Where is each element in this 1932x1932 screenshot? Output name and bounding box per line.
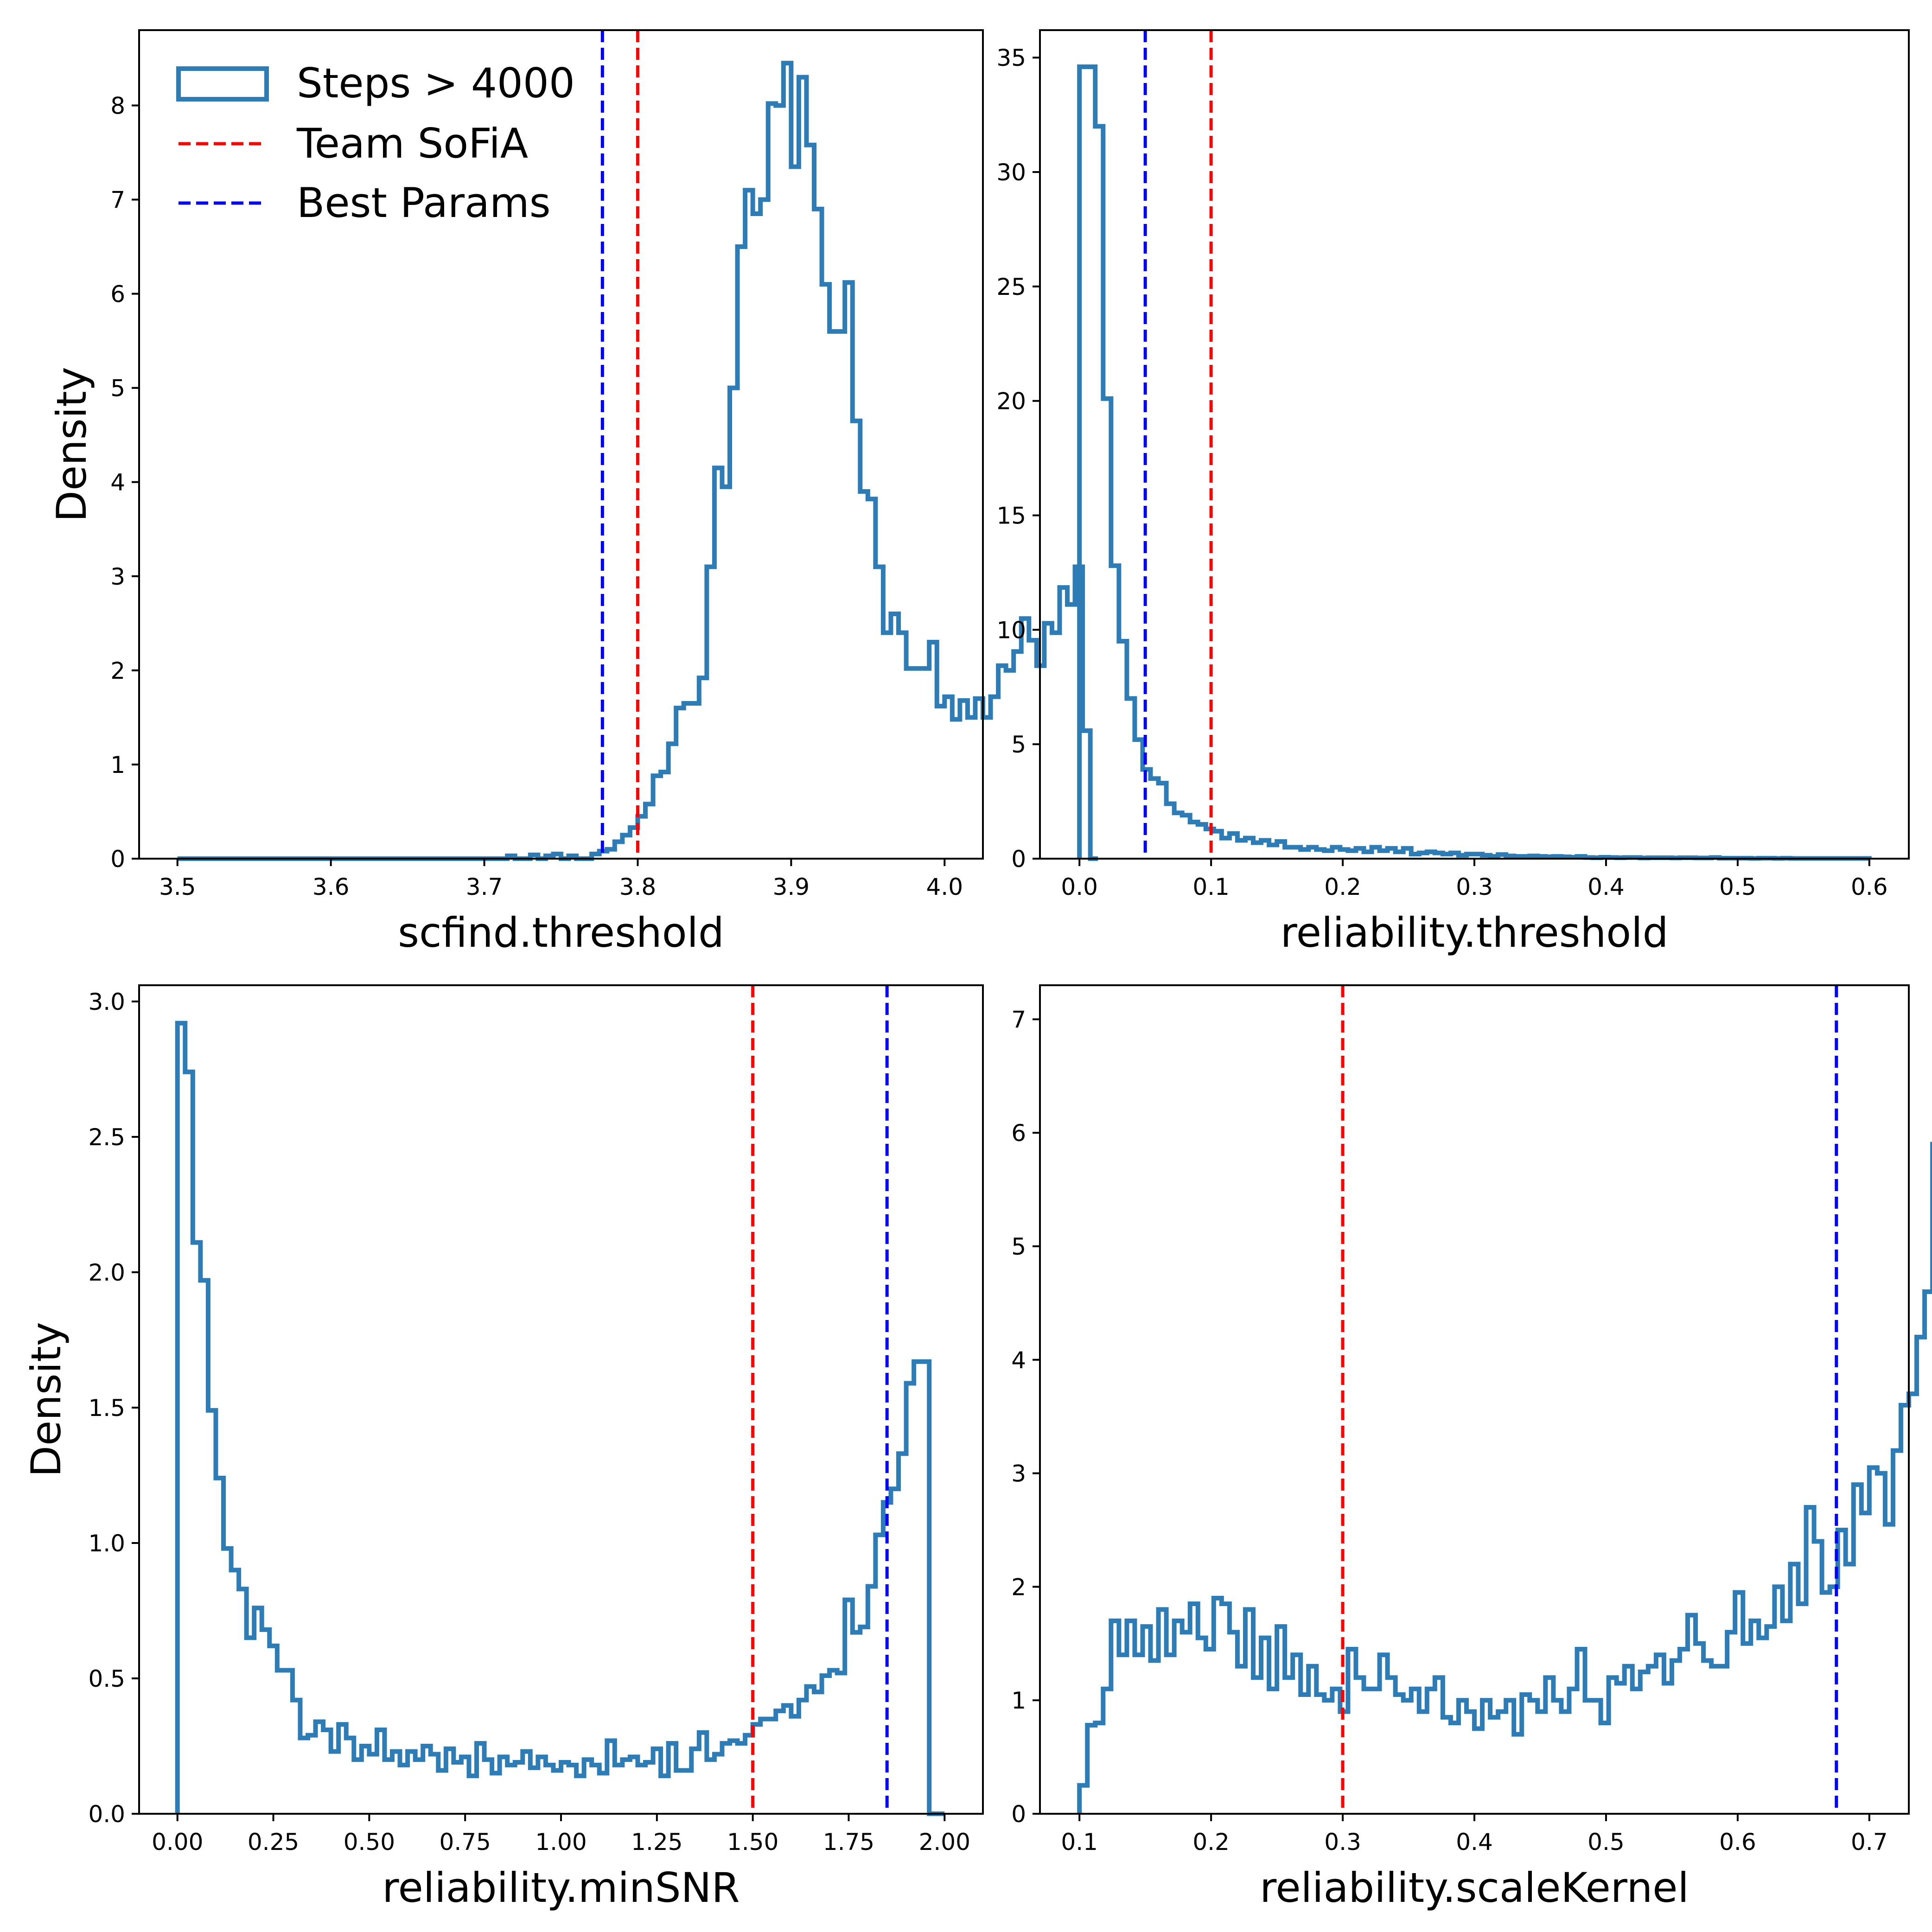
legend-swatch-histogram [176, 66, 269, 102]
x-tick-label: 0.00 [152, 1829, 203, 1855]
y-axis-label: Density [48, 367, 96, 522]
x-tick-label: 3.5 [159, 874, 196, 900]
x-tick-label: 3.7 [466, 874, 503, 900]
panel-reliability-minsnr: 0.00 0.25 0.50 0.75 1.00 1.25 1.50 1.75 2.00 0.0… [22, 984, 984, 1912]
histogram-plot-area [175, 985, 945, 1816]
y-tick-label: 3 [110, 563, 125, 590]
x-tick-label: 0.75 [440, 1829, 491, 1855]
axes-frame [1039, 984, 1910, 1815]
x-tick-label: 0.5 [1588, 1829, 1625, 1855]
y-tick-label: 30 [996, 159, 1026, 186]
y-tick-label: 10 [996, 617, 1026, 644]
x-tick-label: 0.3 [1324, 1829, 1361, 1855]
y-tick-label: 5 [1011, 731, 1026, 758]
y-tick-label: 2 [1011, 1574, 1026, 1600]
y-tick-label: 7 [110, 187, 125, 214]
y-tick-label: 3 [1011, 1460, 1026, 1487]
x-tick-label: 3.8 [619, 874, 657, 900]
y-tick-label: 15 [996, 503, 1026, 529]
y-tick-label: 0.0 [88, 1801, 125, 1828]
y-tick-label: 5 [110, 375, 125, 402]
x-tick-label: 0.25 [248, 1829, 299, 1855]
x-tick-label: 0.7 [1851, 1829, 1888, 1855]
legend-label-steps: Steps > 4000 [297, 59, 575, 107]
panel-reliability-scalekernel: 0.1 0.2 0.3 0.4 0.5 0.6 0.7 0 1 2 3 4 5 6 7 reliabili… [1011, 984, 1932, 1912]
y-tick-label: 2 [110, 657, 125, 684]
x-tick-label: 0.4 [1456, 1829, 1493, 1855]
legend: Steps > 4000 Team SoFiA Best Params [176, 59, 575, 227]
x-tick-label: 3.9 [773, 874, 810, 900]
x-tick-label: 0.50 [344, 1829, 395, 1855]
y-axis-label: Density [22, 1322, 70, 1477]
axes-frame [138, 984, 984, 1815]
x-axis-label: reliability.threshold [1281, 909, 1669, 956]
x-axis: 0.1 0.2 0.3 0.4 0.5 0.6 0.7 [1061, 1814, 1888, 1855]
x-tick-label: 3.6 [312, 874, 350, 900]
y-tick-label: 8 [110, 92, 125, 119]
x-tick-label: 0.1 [1061, 1829, 1098, 1855]
x-axis-label: reliability.minSNR [382, 1864, 740, 1912]
y-tick-label: 1.5 [88, 1395, 125, 1422]
y-tick-label: 20 [996, 388, 1026, 415]
y-tick-label: 7 [1011, 1006, 1026, 1033]
legend-label-best-params: Best Params [297, 179, 551, 227]
y-tick-label: 1.0 [88, 1530, 125, 1557]
y-tick-label: 5 [1011, 1233, 1026, 1260]
y-tick-label: 25 [996, 274, 1026, 300]
x-tick-label: 0.6 [1851, 874, 1888, 900]
x-axis-label: scfind.threshold [398, 909, 724, 956]
x-tick-label: 4.0 [926, 874, 963, 900]
x-tick-label: 2.00 [919, 1829, 970, 1855]
panel-reliability-threshold: 0.0 0.1 0.2 0.3 0.4 0.5 0.6 0 5 10 15 20 25 30 35 rel… [996, 29, 1910, 956]
x-tick-label: 0.0 [1061, 874, 1098, 900]
y-tick-label: 1 [110, 752, 125, 778]
x-tick-label: 1.50 [727, 1829, 778, 1855]
y-tick-label: 35 [996, 45, 1026, 71]
y-tick-label: 0.5 [88, 1665, 125, 1692]
x-tick-label: 0.6 [1719, 1829, 1756, 1855]
y-tick-label: 2.0 [88, 1259, 125, 1286]
legend-label-team-sofia: Team SoFiA [296, 120, 528, 167]
x-tick-label: 0.4 [1588, 874, 1625, 900]
y-tick-label: 0 [1011, 846, 1026, 873]
x-tick-label: 1.00 [535, 1829, 587, 1855]
x-tick-label: 0.3 [1456, 874, 1493, 900]
x-tick-label: 1.25 [631, 1829, 682, 1855]
y-tick-label: 3.0 [88, 988, 125, 1015]
y-tick-label: 6 [1011, 1120, 1026, 1147]
y-tick-label: 2.5 [88, 1124, 125, 1151]
x-axis: 0.00 0.25 0.50 0.75 1.00 1.25 1.50 1.75 2.00 [152, 1814, 970, 1855]
y-tick-label: 0 [1011, 1801, 1026, 1828]
histogram-step-line [1077, 1141, 1932, 1814]
y-axis: 0 1 2 3 4 5 6 7 8 [110, 92, 139, 873]
y-tick-label: 4 [1011, 1347, 1026, 1374]
x-axis-label: reliability.scaleKernel [1260, 1864, 1689, 1912]
histogram-step-line [175, 1020, 945, 1816]
y-tick-label: 0 [110, 846, 125, 873]
y-tick-label: 1 [1011, 1687, 1026, 1714]
histogram-plot-area [1077, 985, 1932, 1814]
axes-frame [1039, 29, 1910, 860]
y-axis: 0.0 0.5 1.0 1.5 2.0 2.5 3.0 [88, 988, 139, 1828]
y-axis: 0 5 10 15 20 25 30 35 [996, 45, 1040, 873]
y-tick-label: 6 [110, 281, 125, 308]
histogram-step-line [1077, 64, 1872, 861]
x-axis: 0.0 0.1 0.2 0.3 0.4 0.5 0.6 [1061, 859, 1888, 900]
histogram-plot-area [1077, 30, 1872, 861]
axes-frame [138, 29, 984, 860]
x-tick-label: 0.1 [1192, 874, 1230, 900]
x-axis: 3.5 3.6 3.7 3.8 3.9 4.0 [159, 859, 963, 900]
x-tick-label: 1.75 [823, 1829, 874, 1855]
x-tick-label: 0.2 [1192, 1829, 1230, 1855]
x-tick-label: 0.5 [1719, 874, 1756, 900]
panel-scfind-threshold: 3.5 3.6 3.7 3.8 3.9 4.0 0 1 2 3 4 5 6 7 8 scfind.thre… [48, 29, 1098, 956]
y-tick-label: 4 [110, 469, 125, 496]
y-axis: 0 1 2 3 4 5 6 7 [1011, 1006, 1040, 1828]
x-tick-label: 0.2 [1324, 874, 1361, 900]
